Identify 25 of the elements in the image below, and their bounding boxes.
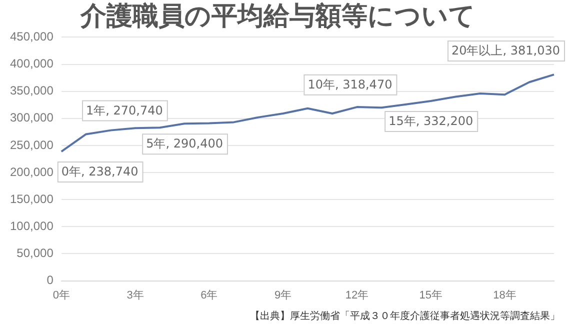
data-label: 1年, 270,740 <box>86 103 163 118</box>
x-tick-label: 12年 <box>345 289 369 302</box>
y-tick-label: 200,000 <box>10 164 54 179</box>
x-tick-label: 3年 <box>126 289 144 302</box>
data-label: 20年以上, 381,030 <box>451 44 560 58</box>
y-tick-label: 250,000 <box>10 138 54 152</box>
y-tick-label: 350,000 <box>10 84 54 98</box>
x-tick-label: 9年 <box>274 289 292 302</box>
y-tick-label: 100,000 <box>10 218 54 233</box>
x-tick-label: 0年 <box>52 289 70 302</box>
x-tick-label: 15年 <box>419 289 442 302</box>
data-label: 10年, 318,470 <box>308 78 392 92</box>
chart-title: 介護職員の平均給与額等について <box>80 1 476 32</box>
y-tick-label: 150,000 <box>10 192 54 206</box>
y-tick-label: 300,000 <box>10 110 54 125</box>
y-tick-label: 50,000 <box>16 246 54 260</box>
x-tick-label: 18年 <box>493 289 516 302</box>
y-tick-label: 0 <box>46 273 54 288</box>
text: 【出典】厚生労働省「平成３０年度介護従事者処遇状況等調査結果」 <box>249 310 560 324</box>
y-tick-label: 450,000 <box>10 30 54 44</box>
data-label: 0年, 238,740 <box>61 164 138 179</box>
data-label: 5年, 290,400 <box>146 136 223 151</box>
x-tick-label: 6年 <box>200 289 218 302</box>
y-tick-label: 400,000 <box>10 56 54 71</box>
data-label: 15年, 332,200 <box>388 114 474 128</box>
